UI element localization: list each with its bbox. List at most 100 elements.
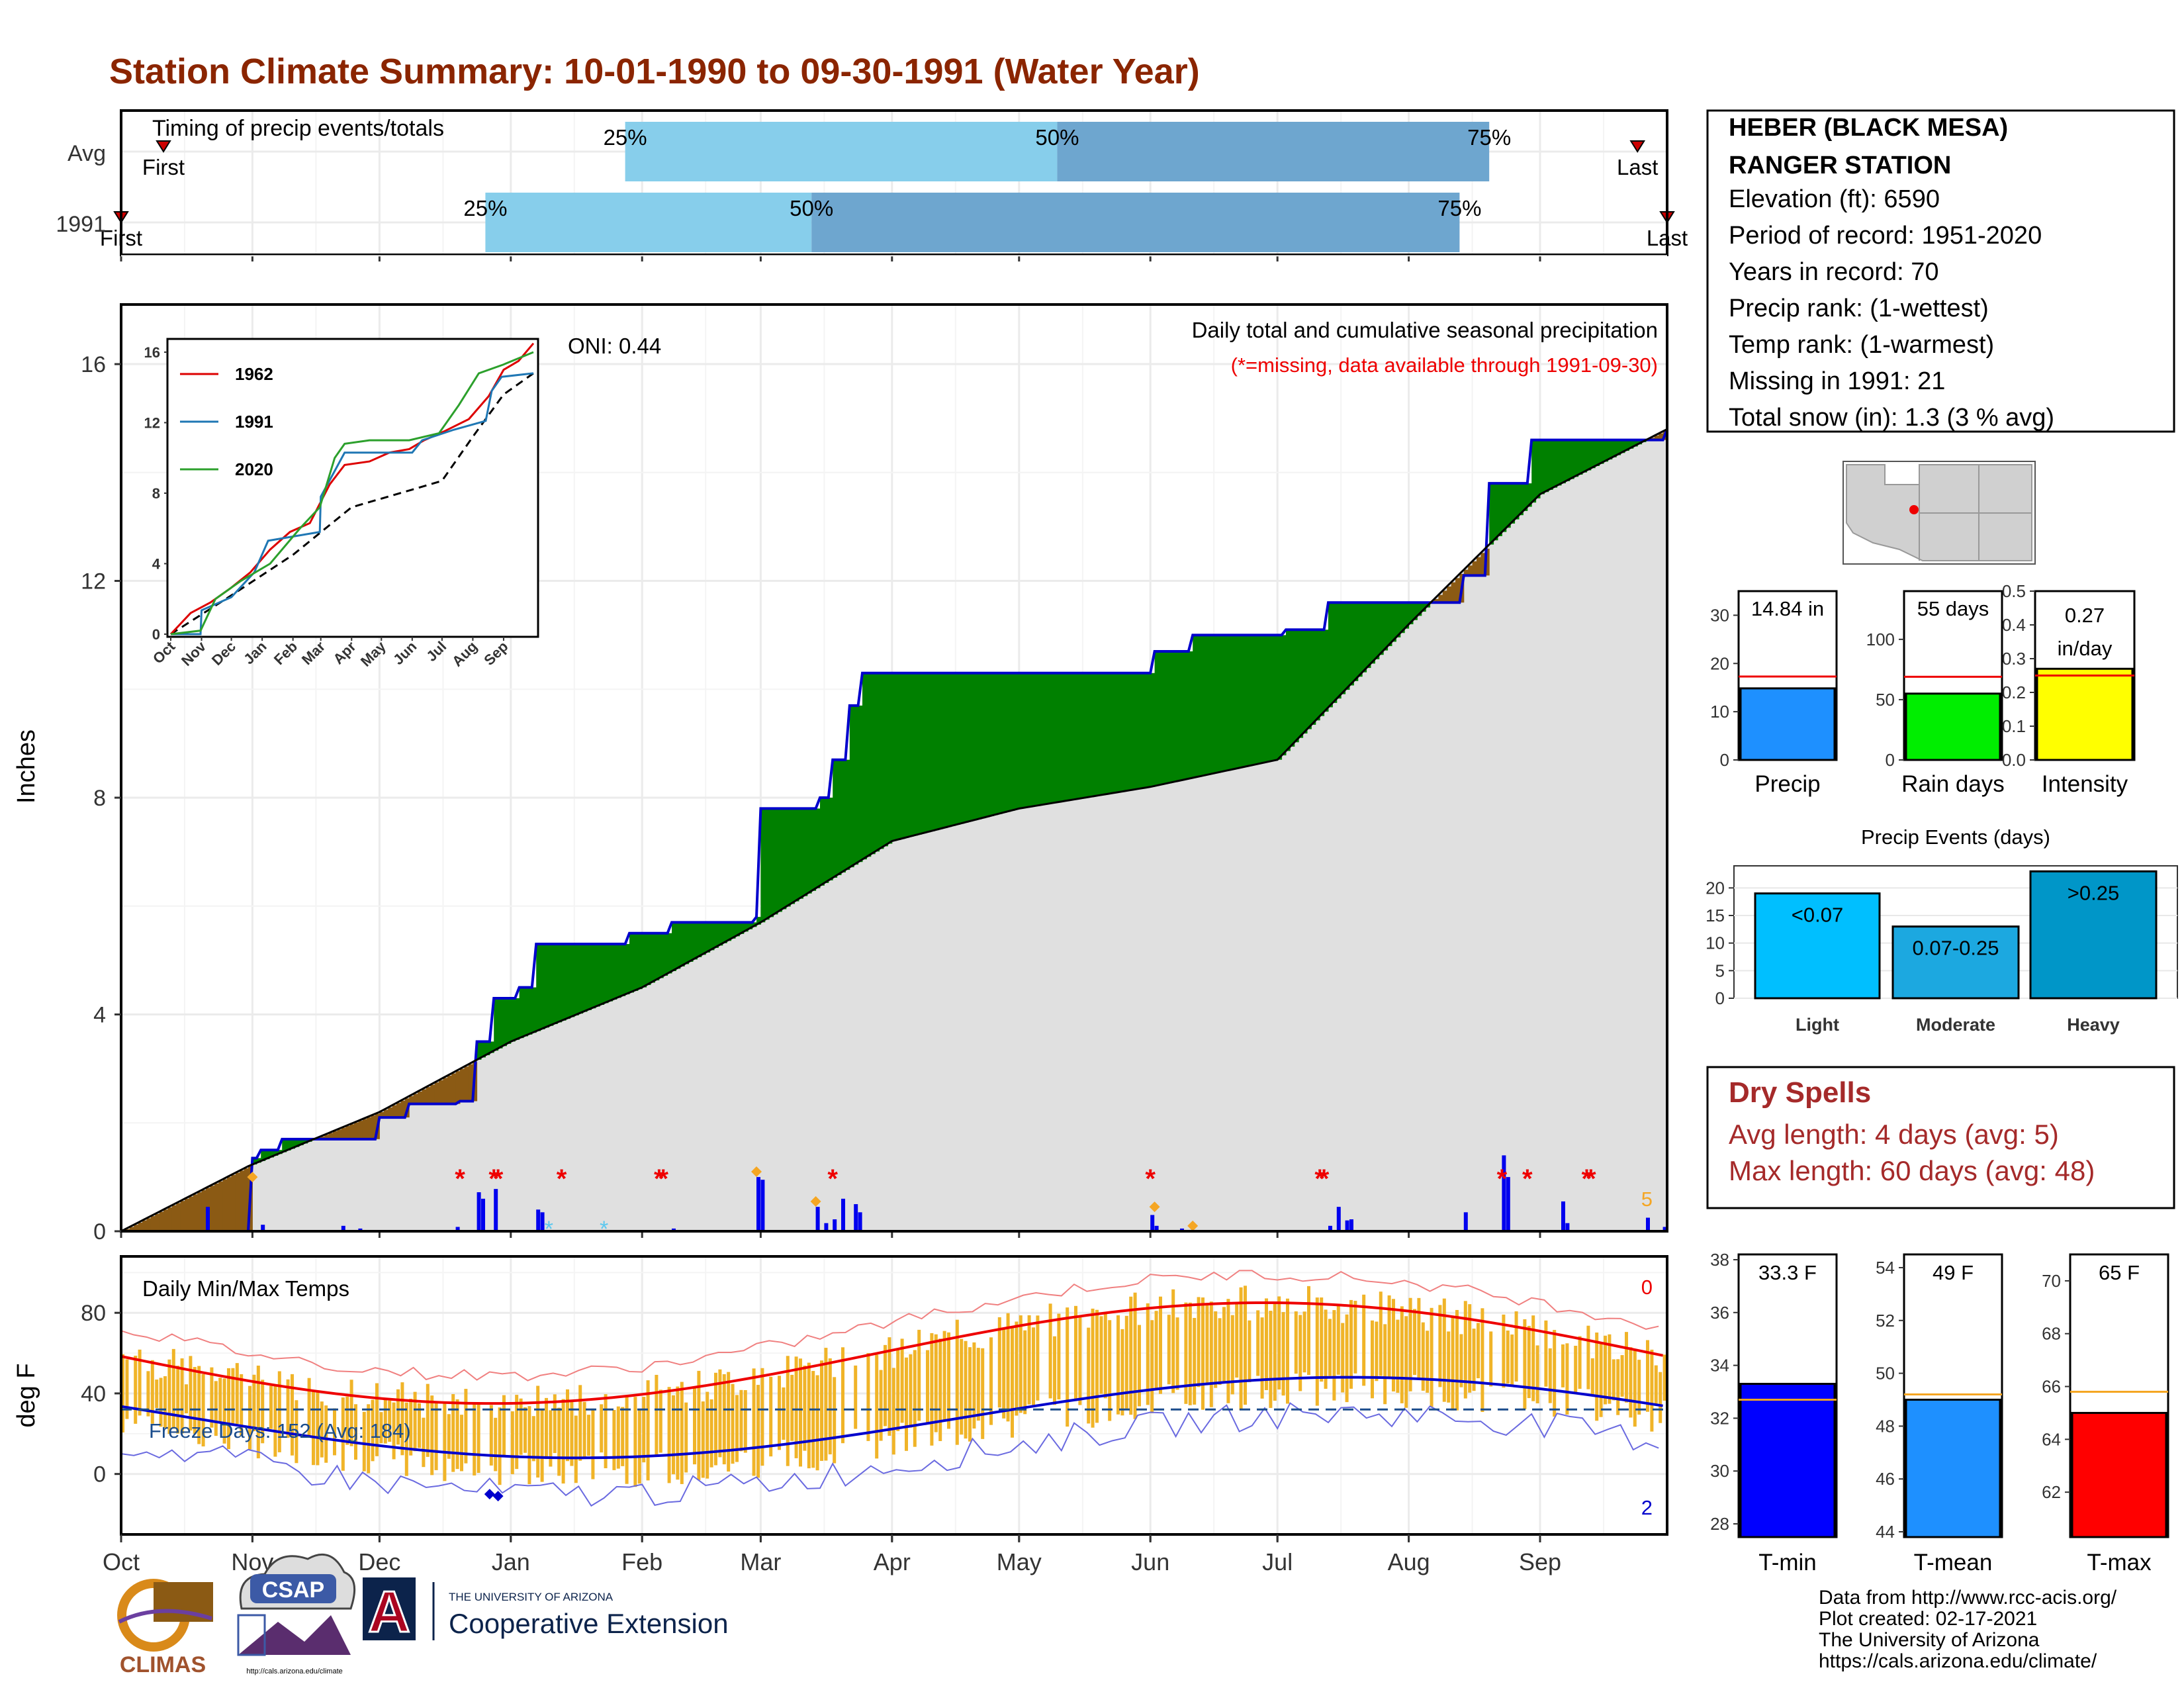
summary-tick: 10 (1710, 702, 1729, 722)
timing-pct-avg-0: 25% (604, 125, 647, 150)
summary-bar-label: Rain days (1901, 771, 2005, 797)
summary-bar-intensity (2036, 667, 2134, 761)
missing-day-marker: * (1314, 1164, 1325, 1194)
summary-value-unit: in/day (2058, 637, 2113, 660)
missing-day-marker: * (1145, 1164, 1156, 1194)
csap-logo-text: CSAP (262, 1577, 324, 1603)
dry-spells-title: Dry Spells (1729, 1076, 1871, 1109)
ua-big-text: Cooperative Extension (449, 1608, 729, 1639)
daily-precip-bar (1565, 1223, 1570, 1231)
snowfall-marker (1149, 1201, 1160, 1213)
temp-summary-tick: 64 (2042, 1429, 2061, 1449)
temp-count-top: 0 (1641, 1276, 1653, 1299)
record-min-line (120, 1402, 1659, 1507)
summary-bar-label: Precip (1754, 771, 1820, 797)
temp-ytick-80: 80 (81, 1301, 106, 1326)
summary-tick: 0 (1886, 750, 1895, 770)
temp-summary-tick: 48 (1876, 1416, 1895, 1436)
summary-bar-precip (1739, 687, 1836, 761)
footer-credits: Data from http://www.rcc-acis.org/ Plot … (1819, 1587, 2117, 1672)
snowfall-marker (810, 1196, 821, 1207)
precip-summary-bars: 0 10 20 30 14.84 in Precip 0 50 100 55 days Rain d… (1710, 581, 2136, 797)
timing-row-1991-label: 1991 (56, 212, 106, 237)
summary-tick: 50 (1876, 690, 1895, 710)
snow-day-marker: * (600, 1217, 608, 1242)
timing-row-avg-label: Avg (68, 141, 106, 166)
month-tick-sep: Sep (1519, 1548, 1561, 1575)
daily-precip-bar (756, 1177, 760, 1231)
missing-day-marker: * (827, 1164, 838, 1194)
events-bar-text: >0.25 (2068, 881, 2119, 904)
temp-summary-tick: 66 (2042, 1377, 2061, 1397)
summary-tick: 100 (1866, 630, 1895, 649)
temp-ytick-40: 40 (81, 1382, 106, 1407)
temp-summary-tick: 62 (2042, 1482, 2061, 1502)
daily-precip-bar (261, 1225, 265, 1231)
temp-summary-tick: 50 (1876, 1364, 1895, 1383)
temp-summary-bar-t-max (2071, 1411, 2167, 1538)
summary-tick: 0 (1720, 750, 1729, 770)
footer-university: The University of Arizona (1819, 1629, 2040, 1651)
daily-precip-bar (833, 1219, 837, 1231)
daily-precip-bar (1349, 1219, 1353, 1231)
precip-rank: Precip rank: (1-wettest) (1729, 295, 1989, 322)
record-low-marker (484, 1489, 495, 1500)
missing-day-marker: * (493, 1164, 504, 1194)
temp-summary-tick: 36 (1710, 1303, 1729, 1323)
temp-summary-tick: 32 (1710, 1408, 1729, 1428)
precip-ytick-4: 4 (93, 1003, 106, 1028)
daily-precip-bar (341, 1225, 345, 1231)
daily-precip-bar (672, 1228, 676, 1231)
timing-bar-late-avg (1057, 122, 1490, 181)
events-bar-heavy (2029, 870, 2158, 1000)
csap-logo: CSAP http://cals.arizona.edu/climate (237, 1553, 356, 1675)
snowfall-marker (751, 1166, 762, 1177)
temp-summary-tick: 30 (1710, 1461, 1729, 1481)
temp-summary-tick: 54 (1876, 1258, 1895, 1278)
daily-precip-bar (815, 1207, 820, 1231)
timing-marker-last (1629, 140, 1646, 153)
precip-events-chart: Precip Events (days) 0 5 10 15 20 <0.07 Light 0… (1706, 825, 2178, 1035)
daily-precip-bar (540, 1212, 545, 1231)
summary-bar-label: Intensity (2042, 771, 2128, 797)
dry-spells-box: Dry Spells Avg length: 4 days (avg: 5) M… (1706, 1066, 2175, 1209)
footer-data-source: Data from http://www.rcc-acis.org/ (1819, 1587, 2117, 1609)
missing-day-marker: * (557, 1164, 567, 1194)
timing-first-label: First (142, 155, 185, 179)
temp-summary-label: T-min (1758, 1550, 1817, 1575)
timing-label: Timing of precip events/totals (152, 116, 444, 141)
precip-header: Daily total and cumulative seasonal prec… (1192, 318, 1658, 342)
summary-value-label: 0.27 (2065, 604, 2105, 627)
inset-ytick-16: 16 (144, 344, 160, 361)
month-tick-may: May (997, 1548, 1042, 1575)
timing-pct-1991-2: 75% (1437, 196, 1481, 220)
daily-precip-bar (1646, 1217, 1650, 1231)
daily-precip-bar (536, 1209, 541, 1231)
summary-value-label: 14.84 in (1751, 597, 1824, 620)
temp-summary-tick: 52 (1876, 1311, 1895, 1331)
timing-bar-late-1991 (811, 193, 1460, 252)
temp-summary-tick: 44 (1876, 1522, 1895, 1542)
temp-summary-tick: 68 (2042, 1324, 2061, 1344)
dry-spells-avg: Avg length: 4 days (avg: 5) (1729, 1119, 2059, 1150)
events-bar-label: Light (1796, 1015, 1839, 1035)
record-max-line (120, 1270, 1659, 1382)
temp-ylabel: deg F (13, 1363, 40, 1427)
events-tick: 15 (1706, 906, 1725, 925)
csap-url: http://cals.arizona.edu/climate (246, 1667, 343, 1675)
period-of-record: Period of record: 1951-2020 (1729, 222, 2042, 250)
inset-ytick-0: 0 (152, 626, 160, 643)
temp-ytick-0: 0 (93, 1462, 106, 1487)
climas-logo: CLIMAS (117, 1579, 213, 1677)
timing-bar-early-1991 (485, 193, 812, 252)
temp-summary-label: T-mean (1914, 1550, 1993, 1575)
summary-tick: 30 (1710, 605, 1729, 625)
inset-ytick-12: 12 (144, 414, 160, 431)
timing-marker-first (156, 140, 171, 153)
timing-pct-1991-0: 25% (463, 196, 507, 220)
temp-summary-value: 33.3 F (1758, 1261, 1817, 1284)
daily-precip-bar (1561, 1201, 1565, 1231)
month-tick-dec: Dec (358, 1548, 400, 1575)
daily-precip-bar (494, 1189, 498, 1231)
